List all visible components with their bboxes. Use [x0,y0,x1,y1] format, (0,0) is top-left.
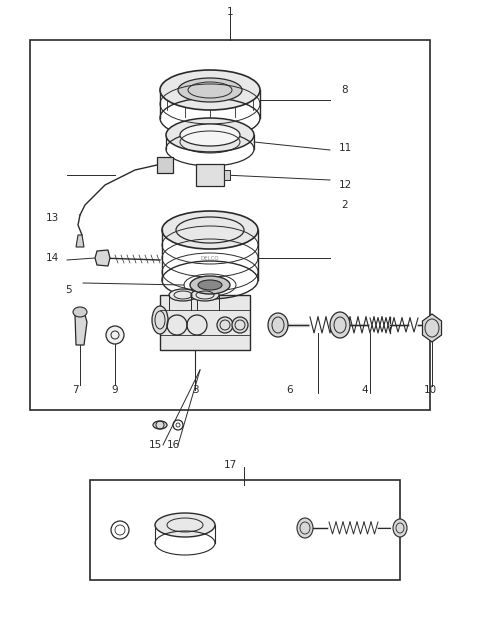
Bar [157,157,173,173]
Text: 5: 5 [65,285,72,295]
Bar [196,164,224,186]
Bar [224,170,230,180]
Ellipse shape [268,313,288,337]
Ellipse shape [191,289,219,301]
Text: 12: 12 [338,180,352,190]
Text: 16: 16 [167,440,180,450]
Ellipse shape [155,513,215,537]
Text: 6: 6 [287,385,293,395]
Text: 3: 3 [192,385,198,395]
Ellipse shape [166,118,254,152]
Ellipse shape [232,317,248,333]
Ellipse shape [393,519,407,537]
Text: 15: 15 [148,440,162,450]
Text: DELCO: DELCO [201,255,219,260]
Bar [90,480,400,580]
Text: 17: 17 [223,460,237,470]
Text: 13: 13 [46,213,59,223]
Ellipse shape [152,306,168,334]
Bar [30,40,430,410]
Text: 14: 14 [46,253,59,263]
Ellipse shape [162,211,258,249]
Polygon shape [76,235,84,247]
Ellipse shape [106,326,124,344]
Polygon shape [95,250,110,266]
Ellipse shape [73,307,87,317]
Ellipse shape [160,70,260,110]
Ellipse shape [297,518,313,538]
Text: 4: 4 [362,385,368,395]
Ellipse shape [178,78,242,102]
Text: 1: 1 [227,7,233,17]
Ellipse shape [169,289,197,301]
Text: 9: 9 [112,385,118,395]
Text: 11: 11 [338,143,352,153]
Ellipse shape [190,276,230,294]
Text: 2: 2 [342,200,348,210]
Ellipse shape [330,312,350,338]
Ellipse shape [180,124,240,146]
Ellipse shape [153,421,167,429]
Ellipse shape [217,317,233,333]
Text: 7: 7 [72,385,78,395]
Text: 8: 8 [342,85,348,95]
Polygon shape [75,315,87,345]
Polygon shape [160,295,250,350]
Ellipse shape [198,280,222,290]
Polygon shape [422,314,442,342]
Text: 10: 10 [423,385,437,395]
